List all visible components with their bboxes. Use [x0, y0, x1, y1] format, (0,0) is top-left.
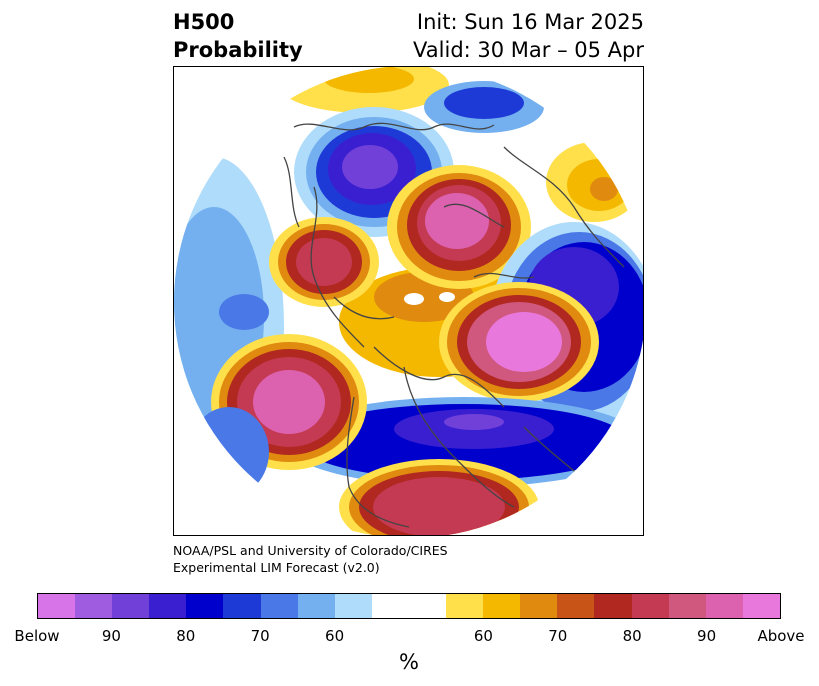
colorbar-segment [260, 594, 298, 618]
title-dates: Init: Sun 16 Mar 2025 Valid: 30 Mar – 05… [413, 8, 644, 64]
colorbar-segment [557, 594, 595, 618]
colorbar-segment [186, 594, 224, 618]
colorbar-tick-label: 60 [473, 627, 493, 645]
credit: NOAA/PSL and University of Colorado/CIRE… [173, 542, 448, 576]
credit-line2: Experimental LIM Forecast (v2.0) [173, 560, 380, 575]
colorbar-segment [742, 594, 780, 618]
colorbar-segment [705, 594, 743, 618]
colorbar-segment [75, 594, 113, 618]
polar-map [173, 66, 644, 536]
colorbar-tick-label: 80 [622, 627, 642, 645]
colorbar-tick-label: Above [757, 627, 805, 645]
colorbar-tick-label: Below [14, 627, 60, 645]
colorbar [37, 593, 781, 619]
colorbar-segment [149, 594, 187, 618]
credit-line1: NOAA/PSL and University of Colorado/CIRE… [173, 543, 448, 558]
valid-date: Valid: 30 Mar – 05 Apr [413, 38, 644, 62]
colorbar-segment [223, 594, 261, 618]
colorbar-tick-label: 90 [697, 627, 717, 645]
colorbar-unit: % [399, 650, 419, 674]
colorbar-segment [371, 594, 409, 618]
title-variable: H500 Probability [173, 8, 303, 64]
colorbar-tick-label: 70 [548, 627, 568, 645]
colorbar-segment [631, 594, 669, 618]
title-variable-line2: Probability [173, 38, 303, 62]
colorbar-segment [668, 594, 706, 618]
colorbar-segment [112, 594, 150, 618]
colorbar-segment [38, 594, 76, 618]
colorbar-tick-label: 80 [176, 627, 196, 645]
colorbar-tick-label: 90 [101, 627, 121, 645]
colorbar-segment [408, 594, 447, 618]
title-variable-line1: H500 [173, 10, 235, 34]
colorbar-segment [520, 594, 558, 618]
colorbar-segment [334, 594, 372, 618]
probability-map-svg [174, 67, 643, 535]
init-date: Init: Sun 16 Mar 2025 [416, 10, 644, 34]
colorbar-tick-label: 60 [325, 627, 345, 645]
colorbar-segment [594, 594, 632, 618]
colorbar-segment [446, 594, 484, 618]
colorbar-segment [297, 594, 335, 618]
colorbar-segment [483, 594, 521, 618]
colorbar-tick-label: 70 [250, 627, 270, 645]
coastlines [283, 122, 625, 528]
